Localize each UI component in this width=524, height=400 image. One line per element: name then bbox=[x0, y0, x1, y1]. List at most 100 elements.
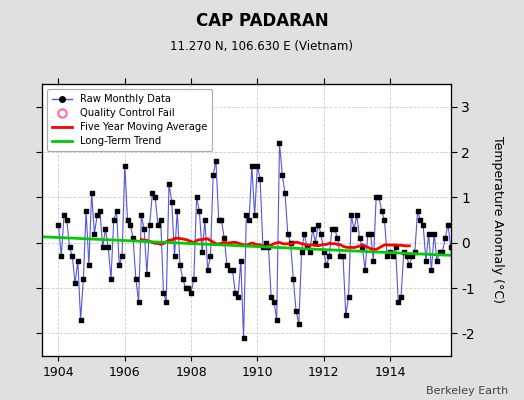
Point bbox=[408, 253, 416, 260]
Point bbox=[400, 248, 408, 255]
Point bbox=[129, 235, 137, 241]
Point bbox=[96, 208, 104, 214]
Point bbox=[101, 226, 110, 232]
Point bbox=[430, 230, 439, 237]
Point bbox=[115, 262, 124, 268]
Point bbox=[394, 298, 402, 305]
Point bbox=[416, 217, 424, 223]
Point bbox=[419, 221, 427, 228]
Point bbox=[168, 199, 176, 205]
Point bbox=[179, 276, 187, 282]
Point bbox=[389, 253, 397, 260]
Point bbox=[88, 190, 96, 196]
Point bbox=[402, 253, 411, 260]
Point bbox=[206, 253, 215, 260]
Point bbox=[300, 230, 309, 237]
Point bbox=[209, 172, 217, 178]
Point bbox=[358, 244, 367, 250]
Point bbox=[427, 267, 435, 273]
Point bbox=[289, 276, 298, 282]
Point bbox=[298, 248, 306, 255]
Point bbox=[239, 335, 248, 341]
Point bbox=[316, 230, 325, 237]
Point bbox=[123, 217, 132, 223]
Point bbox=[375, 194, 383, 200]
Point bbox=[411, 248, 419, 255]
Point bbox=[112, 208, 121, 214]
Point bbox=[325, 253, 333, 260]
Point bbox=[228, 267, 237, 273]
Point bbox=[159, 289, 168, 296]
Point bbox=[253, 162, 261, 169]
Point bbox=[173, 208, 181, 214]
Point bbox=[66, 244, 74, 250]
Point bbox=[248, 162, 256, 169]
Point bbox=[57, 253, 66, 260]
Point bbox=[93, 212, 101, 219]
Point bbox=[203, 267, 212, 273]
Point bbox=[135, 298, 143, 305]
Point bbox=[344, 294, 353, 300]
Point bbox=[261, 240, 270, 246]
Point bbox=[148, 190, 157, 196]
Point bbox=[366, 230, 375, 237]
Point bbox=[278, 172, 287, 178]
Point bbox=[198, 248, 206, 255]
Text: 11.270 N, 106.630 E (Vietnam): 11.270 N, 106.630 E (Vietnam) bbox=[170, 40, 354, 53]
Point bbox=[165, 180, 173, 187]
Point bbox=[369, 258, 378, 264]
Point bbox=[380, 217, 389, 223]
Point bbox=[336, 253, 344, 260]
Point bbox=[220, 235, 228, 241]
Point bbox=[377, 208, 386, 214]
Point bbox=[347, 212, 355, 219]
Point bbox=[449, 285, 457, 291]
Point bbox=[90, 230, 99, 237]
Point bbox=[256, 176, 264, 182]
Point bbox=[137, 212, 146, 219]
Point bbox=[126, 221, 135, 228]
Point bbox=[433, 258, 441, 264]
Point bbox=[339, 253, 347, 260]
Point bbox=[154, 221, 162, 228]
Point bbox=[413, 208, 422, 214]
Point bbox=[355, 235, 364, 241]
Point bbox=[314, 221, 322, 228]
Point bbox=[225, 267, 234, 273]
Point bbox=[361, 267, 369, 273]
Point bbox=[281, 190, 289, 196]
Point bbox=[320, 248, 328, 255]
Point bbox=[424, 230, 433, 237]
Point bbox=[107, 276, 115, 282]
Point bbox=[143, 271, 151, 278]
Point bbox=[214, 217, 223, 223]
Point bbox=[322, 262, 331, 268]
Point bbox=[364, 230, 372, 237]
Point bbox=[438, 248, 446, 255]
Point bbox=[242, 212, 250, 219]
Point bbox=[275, 140, 283, 146]
Point bbox=[184, 285, 192, 291]
Point bbox=[311, 240, 320, 246]
Point bbox=[170, 253, 179, 260]
Point bbox=[386, 248, 394, 255]
Point bbox=[250, 212, 259, 219]
Point bbox=[146, 221, 154, 228]
Point bbox=[237, 258, 245, 264]
Point bbox=[353, 212, 361, 219]
Point bbox=[140, 226, 148, 232]
Point bbox=[121, 162, 129, 169]
Point bbox=[446, 244, 455, 250]
Point bbox=[383, 253, 391, 260]
Point bbox=[151, 194, 159, 200]
Point bbox=[71, 280, 79, 287]
Y-axis label: Temperature Anomaly (°C): Temperature Anomaly (°C) bbox=[492, 136, 505, 304]
Point bbox=[118, 253, 126, 260]
Point bbox=[441, 235, 450, 241]
Legend: Raw Monthly Data, Quality Control Fail, Five Year Moving Average, Long-Term Tren: Raw Monthly Data, Quality Control Fail, … bbox=[47, 89, 212, 151]
Point bbox=[342, 312, 350, 318]
Point bbox=[286, 240, 294, 246]
Point bbox=[435, 248, 444, 255]
Point bbox=[444, 221, 452, 228]
Point bbox=[79, 276, 88, 282]
